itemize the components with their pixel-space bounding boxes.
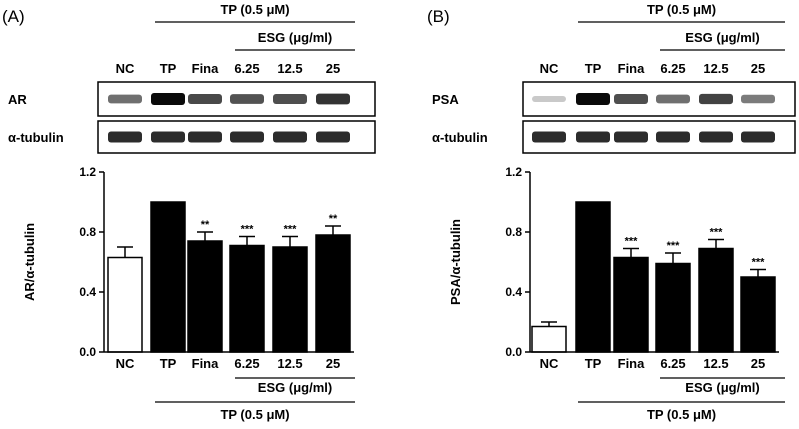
- significance-mark: ***: [284, 224, 298, 236]
- y-tick-label: 0.4: [79, 285, 96, 299]
- bar: [531, 325, 567, 353]
- bar: [613, 256, 649, 353]
- top-esg-label: ESG (μg/ml): [685, 30, 759, 45]
- blot-label: α-tubulin: [432, 130, 488, 145]
- top-lane-label: 12.5: [277, 61, 302, 76]
- bar: [575, 201, 611, 353]
- x-tick-label: TP: [585, 356, 602, 371]
- bottom-esg-label: ESG (μg/ml): [685, 380, 759, 395]
- blot-band: [273, 131, 307, 143]
- top-lane-label: Fina: [192, 61, 219, 76]
- x-tick-label: 12.5: [703, 356, 728, 371]
- panel-label: (B): [427, 7, 450, 26]
- top-lane-label: 25: [326, 61, 340, 76]
- top-lane-label: NC: [540, 61, 559, 76]
- y-tick-label: 0.4: [505, 285, 522, 299]
- blot-band: [151, 93, 185, 105]
- significance-mark: ***: [667, 240, 681, 252]
- blot-band: [576, 131, 610, 143]
- top-lane-label: TP: [585, 61, 602, 76]
- blot-band: [614, 94, 648, 104]
- panel-label: (A): [2, 7, 25, 26]
- significance-mark: **: [201, 219, 210, 231]
- blot-band: [188, 131, 222, 143]
- bar: [272, 246, 308, 353]
- y-axis-label: AR/α-tubulin: [22, 223, 37, 301]
- top-lane-label: 6.25: [660, 61, 685, 76]
- bar: [698, 247, 734, 353]
- blot-band: [741, 131, 775, 143]
- x-tick-label: 6.25: [660, 356, 685, 371]
- y-tick-label: 0.0: [79, 345, 96, 359]
- blot-band: [316, 93, 350, 105]
- blot-band: [188, 93, 222, 105]
- y-tick-label: 0.8: [79, 225, 96, 239]
- panel-1: (B) TP (0.5 μM) ESG (μg/ml) NC TP Fina 6.25 12.…: [427, 2, 796, 422]
- top-lane-label: 25: [751, 61, 765, 76]
- significance-mark: ***: [752, 257, 766, 269]
- top-esg-label: ESG (μg/ml): [258, 30, 332, 45]
- blot-band: [741, 94, 775, 104]
- y-tick-label: 1.2: [505, 165, 522, 179]
- y-tick-label: 1.2: [79, 165, 96, 179]
- significance-mark: ***: [710, 227, 724, 239]
- top-treatment-label: TP (0.5 μM): [220, 2, 289, 17]
- y-tick-label: 0.8: [505, 225, 522, 239]
- x-tick-label: Fina: [192, 356, 219, 371]
- blot-band: [656, 131, 690, 143]
- y-tick-label: 0.0: [505, 345, 522, 359]
- blot-band: [273, 94, 307, 104]
- x-tick-label: 25: [751, 356, 765, 371]
- blot-band: [656, 94, 690, 104]
- x-tick-label: 12.5: [277, 356, 302, 371]
- x-tick-label: NC: [540, 356, 559, 371]
- bar: [740, 276, 776, 353]
- blot-band: [230, 94, 264, 104]
- x-tick-label: TP: [160, 356, 177, 371]
- x-tick-label: NC: [116, 356, 135, 371]
- x-tick-label: 25: [326, 356, 340, 371]
- bar: [150, 201, 186, 353]
- blot-band: [108, 131, 142, 143]
- y-axis-label: PSA/α-tubulin: [448, 219, 463, 305]
- blot-label: α-tubulin: [8, 130, 64, 145]
- blot-band: [532, 131, 566, 143]
- blot-label: PSA: [432, 92, 459, 107]
- bar: [315, 234, 351, 353]
- blot-band: [576, 93, 610, 105]
- top-lane-label: NC: [116, 61, 135, 76]
- top-treatment-label: TP (0.5 μM): [647, 2, 716, 17]
- blot-band: [699, 131, 733, 143]
- bottom-treatment-label: TP (0.5 μM): [647, 407, 716, 422]
- blot-band: [699, 93, 733, 105]
- significance-mark: **: [329, 213, 338, 225]
- bar: [107, 256, 143, 353]
- blot-band: [614, 131, 648, 143]
- significance-mark: ***: [241, 224, 255, 236]
- x-tick-label: 6.25: [234, 356, 259, 371]
- blot-band: [532, 95, 566, 103]
- top-lane-label: Fina: [618, 61, 645, 76]
- significance-mark: ***: [625, 236, 639, 248]
- top-lane-label: 6.25: [234, 61, 259, 76]
- blot-band: [151, 131, 185, 143]
- bottom-esg-label: ESG (μg/ml): [258, 380, 332, 395]
- bottom-treatment-label: TP (0.5 μM): [220, 407, 289, 422]
- blot-label: AR: [8, 92, 27, 107]
- top-lane-label: TP: [160, 61, 177, 76]
- x-tick-label: Fina: [618, 356, 645, 371]
- panel-0: (A) TP (0.5 μM) ESG (μg/ml) NC TP Fina 6.25 12.…: [2, 2, 376, 422]
- blot-band: [316, 131, 350, 143]
- bar: [655, 262, 691, 353]
- bar: [187, 240, 223, 353]
- blot-band: [108, 94, 142, 104]
- top-lane-label: 12.5: [703, 61, 728, 76]
- blot-band: [230, 131, 264, 143]
- bar: [229, 244, 265, 353]
